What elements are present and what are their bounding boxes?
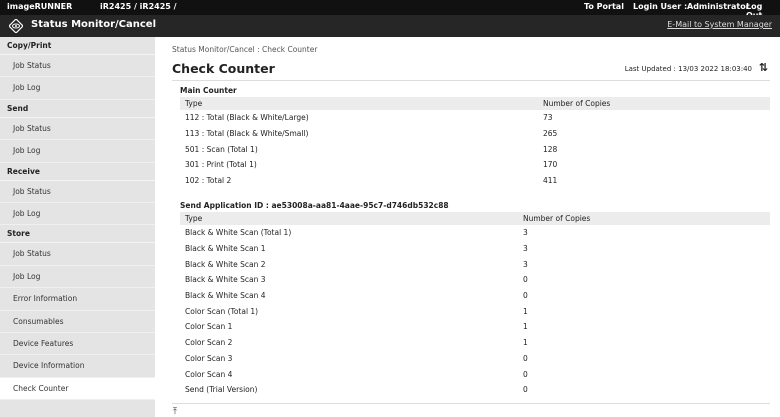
table-row: 102 : Total 2 411 xyxy=(180,173,770,189)
top-bar: imageRUNNER iR2425 / iR2425 / To Portal … xyxy=(0,0,780,20)
login-label: Login User : xyxy=(633,2,688,11)
table-row: 501 : Scan (Total 1) 128 xyxy=(180,141,770,157)
copies-cell: 73 xyxy=(543,113,553,123)
table-row: Black & White Scan 2 3 xyxy=(180,256,770,272)
type-cell: Color Scan 4 xyxy=(185,369,233,379)
table-row: Color Scan (Total 1) 1 xyxy=(180,303,770,319)
login-user: Administrator xyxy=(687,2,750,11)
type-cell: Color Scan 1 xyxy=(185,322,233,332)
sidebar: Copy/Print Job Status Job Log Send Job Statu… xyxy=(0,37,155,417)
type-cell: Black & White Scan (Total 1) xyxy=(185,228,292,238)
sidebar-item-device-features[interactable]: Device Features xyxy=(0,333,155,356)
table-row: Color Scan 4 0 xyxy=(180,366,770,382)
send-counter-table: Type Number of Copies Black & White Scan (… xyxy=(180,212,770,398)
header-type: Type xyxy=(180,97,538,110)
header-title: Status Monitor/Cancel xyxy=(31,19,157,30)
type-cell: Black & White Scan 2 xyxy=(185,259,266,269)
breadcrumb: Status Monitor/Cancel : Check Counter xyxy=(172,45,318,54)
table-row: Color Scan 1 1 xyxy=(180,319,770,335)
main-counter-title: Main Counter xyxy=(180,86,237,95)
sidebar-item-job-status[interactable]: Job Status xyxy=(0,181,155,203)
copies-cell: 0 xyxy=(523,291,528,301)
copies-cell: 3 xyxy=(523,228,528,238)
copies-cell: 0 xyxy=(523,275,528,285)
brand: imageRUNNER xyxy=(7,2,73,11)
last-updated: Last Updated : 13/03 2022 18:03:40 xyxy=(624,65,752,73)
type-cell: 102 : Total 2 xyxy=(185,176,232,186)
table-row: Send (Trial Version) 0 xyxy=(180,382,770,398)
type-cell: Color Scan 2 xyxy=(185,338,233,348)
model: iR2425 / iR2425 / xyxy=(100,2,177,11)
copies-cell: 3 xyxy=(523,244,528,254)
table-row: Black & White Scan 1 3 xyxy=(180,241,770,257)
back-to-top-icon[interactable]: ⤒ xyxy=(173,407,177,417)
type-cell: Color Scan (Total 1) xyxy=(185,306,259,316)
header-copies: Number of Copies xyxy=(538,97,770,110)
table-row: 112 : Total (Black & White/Large) 73 xyxy=(180,110,770,126)
status-monitor-icon xyxy=(9,19,23,33)
table-row: 301 : Print (Total 1) 170 xyxy=(180,157,770,173)
copies-cell: 0 xyxy=(523,353,528,363)
table-row: Black & White Scan (Total 1) 3 xyxy=(180,225,770,241)
copies-cell: 0 xyxy=(523,385,528,395)
copies-cell: 411 xyxy=(543,176,558,186)
table-row: 113 : Total (Black & White/Small) 265 xyxy=(180,126,770,142)
page-title: Check Counter xyxy=(172,61,275,76)
copies-cell: 170 xyxy=(543,160,558,170)
sidebar-item-job-status[interactable]: Job Status xyxy=(0,55,155,78)
email-system-manager-link[interactable]: E-Mail to System Manager xyxy=(667,20,772,29)
copies-cell: 265 xyxy=(543,129,558,139)
copies-cell: 128 xyxy=(543,144,558,154)
type-cell: Send (Trial Version) xyxy=(185,385,258,395)
type-cell: 112 : Total (Black & White/Large) xyxy=(185,113,309,123)
sidebar-item-device-information[interactable]: Device Information xyxy=(0,355,155,378)
header-copies: Number of Copies xyxy=(518,212,770,225)
sidebar-group-store: Store xyxy=(0,225,155,244)
type-cell: Color Scan 3 xyxy=(185,353,233,363)
sidebar-item-job-status[interactable]: Job Status xyxy=(0,243,155,266)
header: Status Monitor/Cancel E-Mail to System M… xyxy=(0,15,780,37)
type-cell: Black & White Scan 4 xyxy=(185,291,266,301)
type-cell: 113 : Total (Black & White/Small) xyxy=(185,129,309,139)
sidebar-item-check-counter[interactable]: Check Counter xyxy=(0,377,155,401)
copies-cell: 3 xyxy=(523,259,528,269)
type-cell: Black & White Scan 1 xyxy=(185,244,266,254)
sidebar-item-job-log[interactable]: Job Log xyxy=(0,77,155,100)
sidebar-item-job-log[interactable]: Job Log xyxy=(0,203,155,226)
table-header: Type Number of Copies xyxy=(180,97,770,110)
table-header: Type Number of Copies xyxy=(180,212,770,225)
sidebar-item-consumables[interactable]: Consumables xyxy=(0,311,155,333)
send-counter-title: Send Application ID : ae53008a-aa81-4aae… xyxy=(180,201,449,210)
sidebar-group-copy-print: Copy/Print xyxy=(0,37,155,55)
sidebar-group-receive: Receive xyxy=(0,163,155,181)
sidebar-item-job-log[interactable]: Job Log xyxy=(0,266,155,289)
table-row: Black & White Scan 3 0 xyxy=(180,272,770,288)
type-cell: Black & White Scan 3 xyxy=(185,275,266,285)
divider xyxy=(172,403,770,404)
copies-cell: 1 xyxy=(523,322,528,332)
copies-cell: 1 xyxy=(523,306,528,316)
type-cell: 501 : Scan (Total 1) xyxy=(185,144,258,154)
sidebar-group-send: Send xyxy=(0,100,155,118)
copies-cell: 0 xyxy=(523,369,528,379)
type-cell: 301 : Print (Total 1) xyxy=(185,160,257,170)
copies-cell: 1 xyxy=(523,338,528,348)
main-counter-table: Type Number of Copies 112 : Total (Black &… xyxy=(180,97,770,188)
divider xyxy=(172,80,770,81)
table-row: Color Scan 2 1 xyxy=(180,335,770,351)
sidebar-item-job-status[interactable]: Job Status xyxy=(0,118,155,141)
header-type: Type xyxy=(180,212,518,225)
table-row: Black & White Scan 4 0 xyxy=(180,288,770,304)
sidebar-item-job-log[interactable]: Job Log xyxy=(0,140,155,163)
sidebar-item-error-information[interactable]: Error Information xyxy=(0,288,155,311)
table-row: Color Scan 3 0 xyxy=(180,351,770,367)
to-portal-link[interactable]: To Portal xyxy=(584,2,624,11)
refresh-icon[interactable]: ⇅ xyxy=(758,61,768,74)
